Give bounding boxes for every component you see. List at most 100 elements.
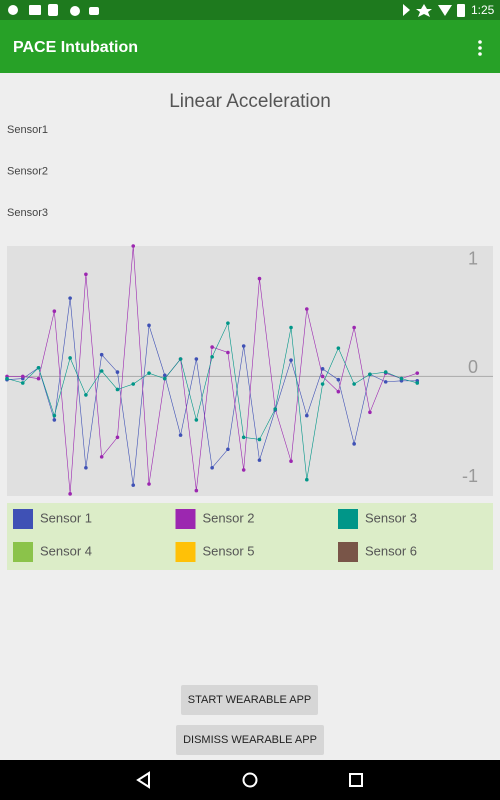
data-point [147, 371, 151, 375]
app-bar [0, 20, 500, 73]
data-point [52, 413, 57, 418]
data-point [257, 437, 262, 442]
data-point [415, 381, 420, 385]
legend-swatch [13, 509, 33, 529]
legend-label: Sensor 6 [365, 543, 417, 558]
button-label: START WEARABLE APP [188, 694, 312, 706]
data-point [368, 410, 372, 415]
data-point [305, 477, 309, 482]
y-tick-label: 0 [468, 357, 478, 377]
nav-bar [0, 760, 500, 800]
data-point [336, 346, 341, 350]
status-icons [8, 4, 465, 17]
y-tick-label: -1 [462, 466, 478, 486]
data-point [305, 307, 309, 311]
data-point [210, 465, 214, 470]
data-point [352, 325, 356, 330]
data-point [84, 393, 88, 397]
data-point [415, 371, 420, 375]
data-point [226, 447, 230, 452]
data-point [131, 483, 136, 487]
data-point [273, 407, 278, 411]
legend-swatch [338, 542, 358, 562]
legend-label: Sensor 4 [40, 543, 92, 558]
data-point [305, 413, 309, 418]
data-point [226, 321, 230, 325]
data-point [226, 350, 230, 355]
data-point [99, 455, 104, 459]
data-point [241, 344, 246, 348]
data-point [147, 323, 151, 328]
data-point [20, 374, 25, 379]
data-point [194, 488, 199, 493]
start-button[interactable]: START WEARABLE APP [181, 685, 318, 715]
data-point [178, 357, 183, 361]
legend-label: Sensor 5 [203, 543, 255, 558]
data-point [162, 373, 167, 378]
dismiss-button[interactable]: DISMISS WEARABLE APP [176, 725, 324, 755]
data-point [99, 352, 104, 357]
data-point [131, 244, 136, 248]
data-point [36, 365, 41, 370]
data-point [20, 381, 25, 385]
sensor-label: Sensor2 [7, 165, 48, 177]
data-point [352, 382, 356, 386]
legend-swatch [175, 509, 196, 529]
data-point [115, 435, 120, 440]
data-point [84, 272, 88, 277]
sensor-label: Sensor1 [7, 124, 48, 136]
data-point [194, 357, 199, 361]
app-title: PACE Intubation [13, 39, 138, 56]
y-tick-label: 1 [468, 248, 478, 268]
data-point [162, 376, 167, 381]
data-point [68, 492, 72, 496]
data-point [178, 433, 183, 437]
data-point [52, 418, 57, 422]
data-point [115, 370, 120, 374]
data-point [289, 459, 293, 464]
data-point [68, 296, 72, 300]
data-point [383, 370, 388, 374]
data-point [289, 358, 293, 362]
sensor-label: Sensor3 [7, 207, 48, 219]
data-point [210, 355, 214, 359]
data-point [241, 435, 246, 440]
data-point [336, 377, 341, 382]
data-point [368, 372, 372, 377]
nav-buttons[interactable] [136, 771, 363, 789]
legend-area [7, 503, 493, 570]
legend-swatch [175, 542, 196, 562]
data-point [147, 482, 151, 486]
overflow-menu[interactable] [478, 40, 482, 56]
data-point [257, 458, 262, 462]
data-point [320, 374, 325, 379]
data-point [99, 369, 104, 373]
legend-label: Sensor 2 [203, 510, 255, 525]
status-time: 1:25 [471, 3, 495, 17]
data-point [383, 380, 388, 384]
data-point [131, 382, 136, 386]
chart-area [7, 246, 493, 496]
data-point [336, 389, 341, 394]
data-point [68, 356, 72, 360]
data-point [5, 376, 9, 381]
data-point [36, 376, 41, 381]
legend-label: Sensor 3 [365, 510, 417, 525]
data-point [399, 376, 404, 381]
data-point [320, 367, 325, 371]
legend-swatch [13, 542, 33, 562]
button-label: DISMISS WEARABLE APP [183, 734, 317, 746]
heading: Linear Acceleration [169, 91, 331, 112]
data-point [84, 465, 88, 470]
data-point [352, 442, 356, 446]
data-point [320, 382, 325, 386]
status-bar [0, 0, 500, 20]
data-point [241, 468, 246, 472]
data-point [289, 325, 293, 330]
legend-swatch [338, 509, 358, 529]
legend-label: Sensor 1 [40, 510, 92, 525]
data-point [210, 345, 214, 349]
data-point [257, 276, 262, 281]
data-point [52, 309, 57, 314]
